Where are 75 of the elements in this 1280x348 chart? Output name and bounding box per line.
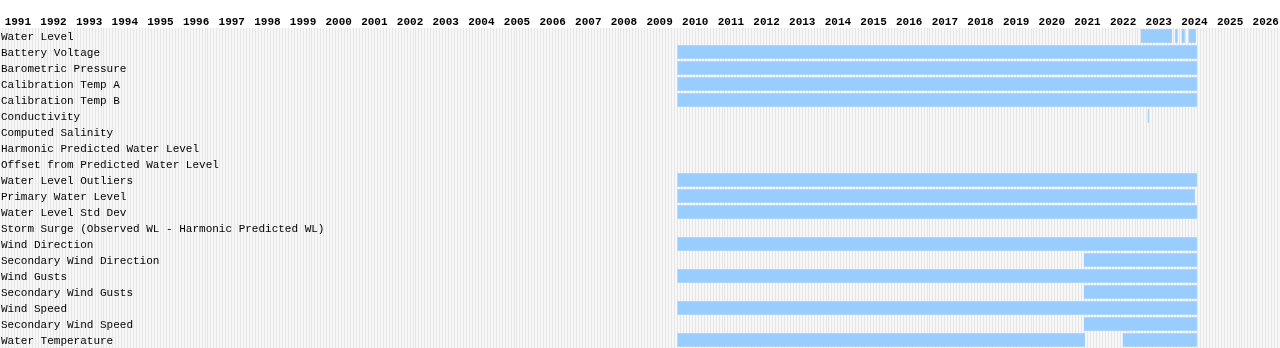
x-tick-label: 2001 <box>361 15 388 28</box>
x-tick-label: 2002 <box>396 15 424 28</box>
x-tick-label: 2003 <box>432 15 460 28</box>
y-tick-label: Secondary Wind Direction <box>1 254 160 267</box>
y-tick-label: Offset from Predicted Water Level <box>1 158 219 171</box>
x-tick-label: 2005 <box>503 15 531 28</box>
x-tick-label: 1991 <box>4 15 32 28</box>
y-tick-label: Conductivity <box>1 110 81 123</box>
x-tick-label: 1992 <box>40 15 67 28</box>
x-tick-label: 2023 <box>1145 15 1173 28</box>
bar <box>1083 285 1197 299</box>
bar <box>677 269 1197 283</box>
bar <box>1181 29 1185 43</box>
x-tick-label: 2016 <box>895 15 923 28</box>
x-tick-label: 1994 <box>111 15 139 28</box>
y-tick-label: Water Level <box>1 30 74 43</box>
x-tick-label: 2008 <box>610 15 638 28</box>
x-tick-label: 2022 <box>1109 15 1137 28</box>
x-tick-label: 1993 <box>75 15 103 28</box>
x-tick-label: 2007 <box>575 15 602 28</box>
x-tick-label: 1998 <box>254 15 282 28</box>
x-tick-label: 2006 <box>539 15 566 28</box>
x-tick-label: 2009 <box>646 15 673 28</box>
y-tick-label: Wind Direction <box>1 238 94 251</box>
x-tick-label: 2004 <box>468 15 495 28</box>
x-tick-label: 2014 <box>824 15 852 28</box>
bar <box>1188 29 1196 43</box>
bar <box>1083 253 1197 267</box>
bar <box>677 173 1197 187</box>
bar <box>677 93 1197 107</box>
bar <box>677 237 1197 251</box>
x-tick-label: 2021 <box>1074 15 1102 28</box>
y-tick-label: Storm Surge (Observed WL - Harmonic Predicted WL) <box>1 222 325 235</box>
y-tick-label: Water Level Std Dev <box>1 206 127 219</box>
bar <box>677 77 1197 91</box>
y-tick-label: Water Temperature <box>1 334 114 347</box>
bar <box>1175 29 1178 43</box>
bar <box>1083 317 1197 331</box>
x-tick-label: 2012 <box>753 15 780 28</box>
y-tick-label: Harmonic Predicted Water Level <box>1 142 200 155</box>
x-tick-label: 2026 <box>1252 15 1279 28</box>
bar <box>677 189 1195 203</box>
x-tick-label: 2025 <box>1216 15 1244 28</box>
x-tick-label: 2024 <box>1181 15 1209 28</box>
y-tick-label: Battery Voltage <box>1 46 101 59</box>
x-tick-label: 2013 <box>789 15 816 28</box>
y-tick-label: Wind Speed <box>1 302 68 315</box>
x-tick-label: 2000 <box>325 15 352 28</box>
y-tick-label: Calibration Temp B <box>1 94 121 107</box>
x-tick-label: 2017 <box>931 15 959 28</box>
y-tick-label: Barometric Pressure <box>1 62 127 75</box>
x-tick-label: 2019 <box>1002 15 1030 28</box>
y-tick-label: Computed Salinity <box>1 126 114 139</box>
y-tick-label: Water Level Outliers <box>1 174 134 187</box>
x-tick-label: 2011 <box>717 15 745 28</box>
y-tick-label: Secondary Wind Speed <box>1 318 134 331</box>
x-tick-label: 1995 <box>147 15 175 28</box>
bar <box>677 205 1197 219</box>
bar <box>677 45 1197 59</box>
x-tick-label: 2020 <box>1038 15 1066 28</box>
x-tick-label: 2018 <box>967 15 995 28</box>
y-tick-label: Secondary Wind Gusts <box>1 286 134 299</box>
bar <box>1140 29 1172 43</box>
bar <box>677 333 1085 347</box>
x-tick-label: 2010 <box>682 15 709 28</box>
y-tick-label: Calibration Temp A <box>1 78 121 91</box>
x-tick-label: 1999 <box>289 15 317 28</box>
bar <box>677 301 1197 315</box>
x-tick-label: 1996 <box>182 15 210 28</box>
y-tick-label: Wind Gusts <box>1 270 68 283</box>
x-tick-label: 2015 <box>860 15 888 28</box>
y-tick-label: Primary Water Level <box>1 190 127 203</box>
bar <box>677 61 1197 75</box>
x-tick-label: 1997 <box>218 15 245 28</box>
bar <box>1122 333 1197 347</box>
